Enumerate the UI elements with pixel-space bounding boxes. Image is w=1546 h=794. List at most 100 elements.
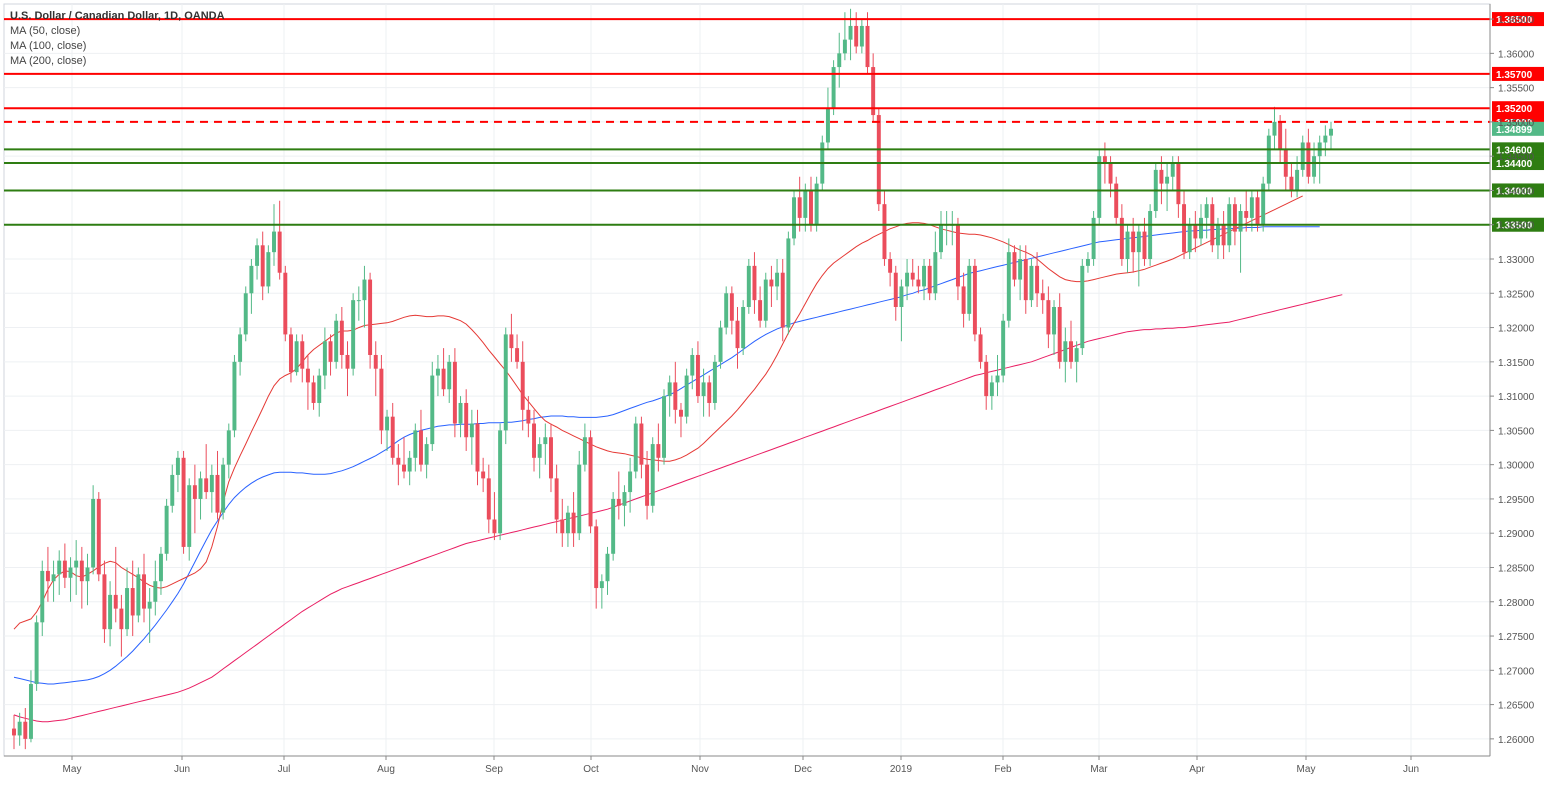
candle-up[interactable] bbox=[1266, 128, 1271, 191]
candle-up[interactable] bbox=[1329, 121, 1333, 150]
candle-down[interactable] bbox=[215, 450, 220, 520]
plot-area[interactable] bbox=[3, 3, 1491, 757]
candle-down[interactable] bbox=[695, 341, 700, 403]
candle-up[interactable] bbox=[385, 409, 390, 451]
candle-down[interactable] bbox=[769, 265, 774, 307]
candle-down[interactable] bbox=[1306, 128, 1311, 184]
candle-up[interactable] bbox=[577, 450, 582, 541]
candle-up[interactable] bbox=[294, 334, 299, 376]
candle-up[interactable] bbox=[164, 498, 169, 561]
candle-down[interactable] bbox=[311, 375, 316, 410]
candle-down[interactable] bbox=[119, 594, 124, 657]
candle-down[interactable] bbox=[679, 402, 683, 438]
candle-up[interactable] bbox=[136, 567, 141, 623]
candle-up[interactable] bbox=[1148, 204, 1153, 266]
candle-up[interactable] bbox=[17, 712, 22, 746]
candle-down[interactable] bbox=[396, 444, 401, 486]
candle-down[interactable] bbox=[418, 409, 423, 472]
candle-up[interactable] bbox=[1323, 125, 1328, 157]
candle-down[interactable] bbox=[475, 409, 480, 486]
candle-down[interactable] bbox=[1176, 156, 1181, 218]
candle-down[interactable] bbox=[102, 560, 107, 643]
candle-down[interactable] bbox=[441, 348, 446, 397]
candle-up[interactable] bbox=[356, 286, 361, 321]
candle-down[interactable] bbox=[888, 252, 893, 287]
candle-up[interactable] bbox=[650, 437, 655, 513]
candle-up[interactable] bbox=[458, 396, 463, 438]
candle-up[interactable] bbox=[1080, 259, 1085, 355]
candle-up[interactable] bbox=[905, 259, 910, 301]
candle-up[interactable] bbox=[939, 211, 943, 260]
candle-down[interactable] bbox=[130, 560, 135, 637]
candle-up[interactable] bbox=[667, 375, 672, 417]
candle-up[interactable] bbox=[1001, 313, 1006, 383]
candle-up[interactable] bbox=[322, 327, 327, 390]
candle-up[interactable] bbox=[1029, 259, 1034, 307]
candle-down[interactable] bbox=[452, 348, 457, 438]
candle-up[interactable] bbox=[28, 670, 33, 743]
candle-up[interactable] bbox=[238, 327, 243, 376]
candle-up[interactable] bbox=[825, 87, 830, 150]
candle-down[interactable] bbox=[390, 402, 395, 465]
candle-down[interactable] bbox=[1278, 115, 1283, 164]
candle-up[interactable] bbox=[1204, 197, 1209, 239]
candle-up[interactable] bbox=[741, 300, 746, 355]
candle-up[interactable] bbox=[582, 423, 587, 472]
candle-up[interactable] bbox=[611, 492, 616, 561]
candle-down[interactable] bbox=[1069, 320, 1073, 369]
candle-up[interactable] bbox=[933, 231, 938, 301]
candle-up[interactable] bbox=[989, 375, 994, 410]
candle-down[interactable] bbox=[464, 389, 469, 451]
candle-up[interactable] bbox=[232, 354, 237, 438]
candle-up[interactable] bbox=[803, 183, 808, 232]
candle-up[interactable] bbox=[724, 286, 729, 335]
candle-up[interactable] bbox=[85, 553, 90, 606]
candle-up[interactable] bbox=[684, 368, 689, 424]
candle-down[interactable] bbox=[752, 252, 757, 314]
candle-up[interactable] bbox=[899, 279, 904, 342]
candle-up[interactable] bbox=[628, 457, 633, 513]
candle-down[interactable] bbox=[616, 471, 621, 520]
candle-up[interactable] bbox=[272, 204, 276, 266]
candle-down[interactable] bbox=[288, 327, 293, 383]
candle-down[interactable] bbox=[1040, 279, 1045, 314]
candle-up[interactable] bbox=[74, 540, 79, 595]
candle-down[interactable] bbox=[113, 546, 118, 623]
candle-down[interactable] bbox=[1057, 293, 1062, 369]
candle-up[interactable] bbox=[1074, 341, 1079, 383]
candle-up[interactable] bbox=[175, 450, 180, 493]
candle-up[interactable] bbox=[147, 588, 152, 643]
candle-up[interactable] bbox=[1170, 156, 1175, 191]
candle-down[interactable] bbox=[1023, 245, 1028, 314]
candle-up[interactable] bbox=[1125, 224, 1130, 273]
candle-up[interactable] bbox=[91, 485, 96, 575]
candle-down[interactable] bbox=[1035, 252, 1040, 307]
candle-down[interactable] bbox=[893, 265, 898, 321]
candle-down[interactable] bbox=[492, 492, 497, 541]
candle-up[interactable] bbox=[362, 265, 367, 328]
candle-down[interactable] bbox=[916, 265, 921, 294]
candle-up[interactable] bbox=[170, 464, 175, 513]
candle-up[interactable] bbox=[1097, 149, 1102, 225]
candle-up[interactable] bbox=[712, 354, 717, 410]
candle-down[interactable] bbox=[927, 259, 932, 301]
legend-ma100[interactable]: MA (100, close) bbox=[10, 40, 87, 52]
candle-up[interactable] bbox=[1052, 300, 1057, 355]
candle-up[interactable] bbox=[746, 259, 751, 314]
candle-up[interactable] bbox=[108, 581, 113, 647]
candle-down[interactable] bbox=[1119, 204, 1124, 266]
candle-up[interactable] bbox=[633, 416, 638, 479]
candle-up[interactable] bbox=[221, 457, 226, 520]
candle-down[interactable] bbox=[594, 519, 599, 609]
candle-down[interactable] bbox=[300, 334, 305, 383]
candle-down[interactable] bbox=[735, 306, 740, 369]
candle-down[interactable] bbox=[707, 375, 712, 417]
candle-up[interactable] bbox=[187, 478, 192, 561]
candle-down[interactable] bbox=[548, 423, 553, 493]
candle-up[interactable] bbox=[249, 259, 254, 314]
candle-up[interactable] bbox=[351, 293, 356, 376]
candle-down[interactable] bbox=[876, 108, 881, 212]
candle-up[interactable] bbox=[1261, 176, 1266, 232]
candle-up[interactable] bbox=[622, 485, 627, 527]
candle-down[interactable] bbox=[984, 354, 989, 410]
